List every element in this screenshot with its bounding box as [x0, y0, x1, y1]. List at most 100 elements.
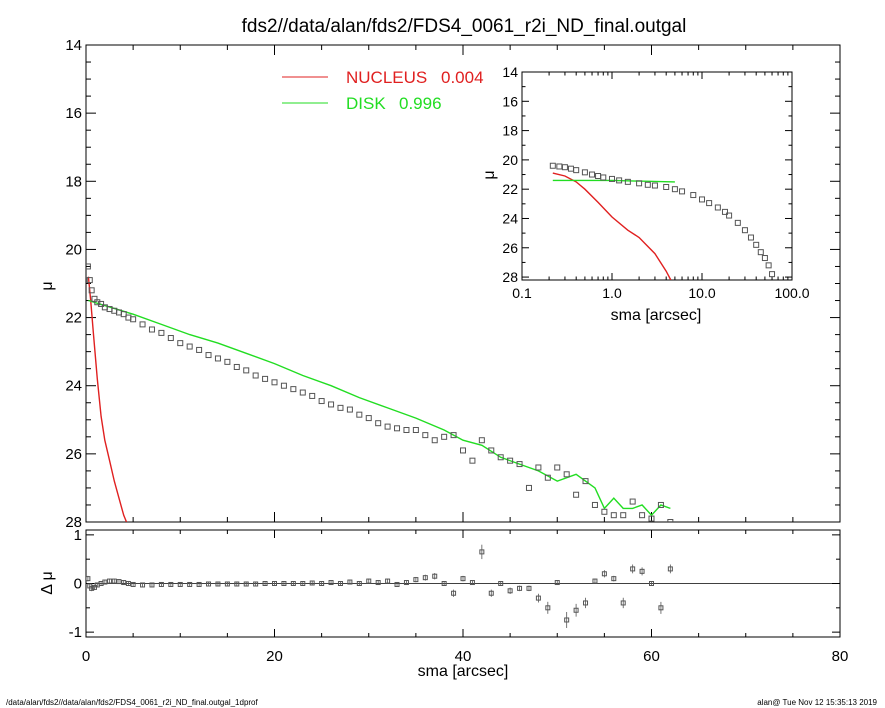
inset-point [573, 167, 580, 174]
main-point [139, 321, 146, 328]
main-y-tick-label: 14 [65, 37, 82, 54]
residual-point [234, 581, 240, 587]
residual-point [125, 581, 131, 586]
inset-point [581, 169, 588, 176]
main-point [88, 287, 95, 294]
residual-point [394, 581, 400, 587]
residual-y-tick-label: -1 [69, 624, 82, 641]
inset-series-nucleus-line [552, 172, 672, 280]
main-point [507, 457, 514, 464]
main-point [243, 367, 250, 374]
main-point [346, 406, 353, 413]
inset-x-tick-label: 0.1 [512, 285, 532, 301]
main-point [94, 299, 101, 306]
main-point [98, 300, 105, 307]
residual-point [526, 585, 532, 591]
main-point [290, 386, 297, 393]
residual-point [262, 581, 268, 586]
inset-point [549, 162, 556, 169]
residual-point [639, 568, 645, 574]
inset-y-tick-label: 26 [502, 240, 518, 256]
main-point [582, 478, 589, 485]
main-plot: 14 16 18 20 22 24 26 28 [65, 37, 841, 531]
residual-point [149, 582, 155, 588]
main-y-tick-label: 16 [65, 105, 82, 122]
main-point [573, 491, 580, 498]
inset-point [567, 165, 574, 172]
residual-point [479, 549, 485, 555]
residual-point [168, 581, 174, 587]
residual-point [403, 580, 409, 586]
residual-point [432, 573, 438, 579]
inset-point [663, 183, 670, 190]
residual-point [281, 581, 287, 586]
residual-point [243, 581, 249, 587]
main-point [214, 355, 221, 362]
inset-point [747, 234, 754, 241]
main-y-label: μ [39, 281, 56, 290]
residual-point [319, 581, 325, 586]
residual-x-tick-label: 0 [82, 648, 90, 665]
inset-point [699, 196, 705, 203]
main-y-tick-label: 20 [65, 241, 82, 258]
residual-point [488, 590, 494, 596]
residual-x-tick-label: 60 [643, 648, 660, 665]
residual-plot: 0 20 40 60 80-101 [69, 527, 849, 665]
inset-point [726, 212, 733, 219]
main-point [460, 447, 466, 454]
main-point [130, 316, 137, 323]
residual-point [507, 588, 513, 594]
inset-y-tick-label: 28 [502, 269, 518, 285]
main-point [620, 512, 627, 519]
main-point [488, 447, 495, 454]
main-point [224, 358, 231, 365]
residual-point [177, 581, 183, 587]
residual-point [554, 580, 560, 586]
footer-left: /data/alan/fds2//data/alan/fds2/FDS4_006… [6, 698, 259, 707]
inset-point [769, 271, 776, 278]
main-point [497, 454, 504, 461]
inset-point [690, 192, 697, 199]
main-point [337, 404, 344, 411]
main-point [328, 401, 335, 408]
main-point [648, 515, 655, 522]
inset-point [757, 249, 764, 256]
residual-point [601, 571, 607, 577]
main-point [516, 461, 523, 468]
main-point [196, 346, 203, 353]
main-point [629, 498, 636, 505]
residual-point [545, 605, 551, 611]
inset-point [679, 188, 686, 195]
chart-title: fds2//data/alan/fds2/FDS4_0061_r2i_ND_fi… [242, 16, 687, 37]
inset-y-tick-label: 24 [502, 210, 518, 226]
residual-x-tick-label: 80 [832, 648, 849, 665]
residual-y-tick-label: 1 [74, 527, 82, 544]
inset-point [644, 181, 651, 188]
residual-point [498, 581, 504, 586]
residual-point [215, 581, 221, 587]
inset-point [624, 178, 631, 185]
residual-point [630, 566, 636, 572]
main-point [384, 423, 391, 430]
main-point [657, 501, 664, 508]
main-point [394, 425, 401, 432]
main-frame [85, 44, 841, 523]
main-plot-area [86, 263, 674, 522]
main-point [271, 379, 278, 386]
main-point [639, 512, 646, 519]
inset-frame [521, 71, 793, 281]
residual-point [441, 581, 447, 586]
main-point [252, 372, 259, 379]
main-point [365, 415, 372, 422]
main-point [148, 326, 155, 333]
residual-point [89, 585, 95, 591]
residual-point [583, 600, 589, 606]
residual-point [611, 576, 617, 582]
inset-plot-area [549, 162, 776, 280]
residual-point [158, 581, 164, 587]
main-y-tick-label: 24 [65, 378, 82, 395]
inset-y-tick-label: 22 [502, 181, 518, 197]
residual-point [328, 580, 334, 586]
inset-y-tick-label: 20 [502, 152, 518, 168]
residual-point [573, 607, 579, 613]
